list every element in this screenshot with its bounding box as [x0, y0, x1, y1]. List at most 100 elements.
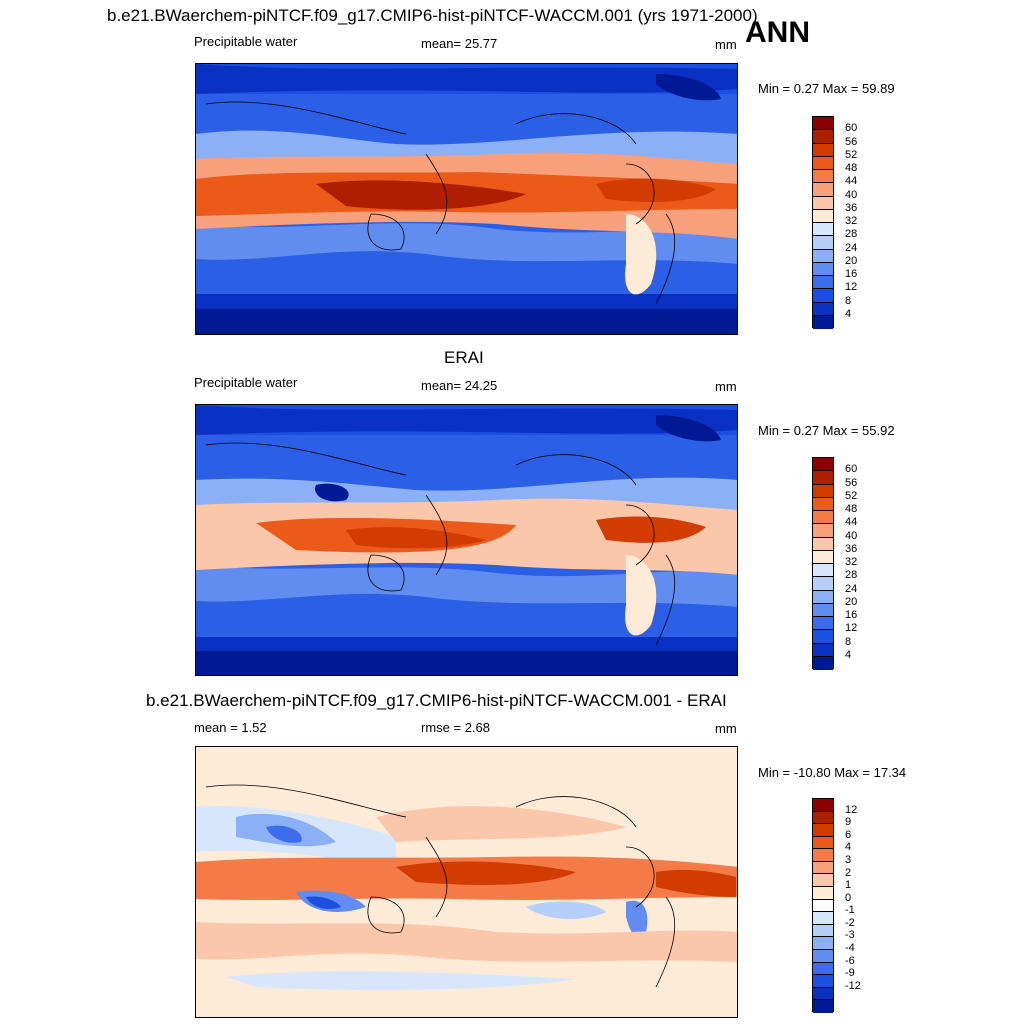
- colorbar-segment: [813, 849, 833, 862]
- colorbar-tick-label: 20: [845, 254, 858, 267]
- colorbar-segment: [813, 656, 833, 670]
- colorbar-segment: [813, 975, 833, 988]
- colorbar-tick-label: 48: [845, 162, 858, 174]
- colorbar-segment: [813, 899, 833, 913]
- panel2-minmax: Min = 0.27 Max = 55.92: [758, 423, 895, 438]
- colorbar-segment: [813, 603, 833, 617]
- colorbar-tick-label: 1: [845, 879, 852, 892]
- panel2-map: [195, 404, 738, 676]
- colorbar-segment: [813, 949, 833, 963]
- colorbar-tick-label: 24: [845, 582, 858, 595]
- panel1-variable-label: Precipitable water: [194, 34, 298, 49]
- colorbar-segment: [813, 577, 833, 591]
- panel1-colorbar: [812, 116, 834, 329]
- panel2-units: mm: [715, 379, 737, 394]
- colorbar-tick-label: -12: [845, 979, 861, 992]
- colorbar-segment: [813, 170, 833, 184]
- colorbar-tick-label: 3: [845, 853, 852, 866]
- colorbar-segment: [813, 962, 833, 976]
- colorbar-segment: [813, 630, 833, 644]
- panel3-colorbar: [812, 798, 834, 1013]
- colorbar-tick-label: -2: [845, 916, 855, 929]
- colorbar-segment: [813, 302, 833, 316]
- panel1-minmax: Min = 0.27 Max = 59.89: [758, 81, 895, 96]
- panel3-map: [195, 746, 738, 1018]
- colorbar-tick-label: 4: [845, 648, 852, 661]
- colorbar-segment: [813, 156, 833, 170]
- colorbar-tick-label: -6: [845, 954, 855, 967]
- panel1-map: [195, 63, 738, 335]
- colorbar-tick-label: 56: [845, 476, 858, 489]
- colorbar-segment: [813, 987, 833, 1001]
- panel2-variable-label: Precipitable water: [194, 375, 298, 390]
- colorbar-segment: [813, 458, 833, 472]
- panel3-units: mm: [715, 721, 737, 736]
- colorbar-tick-label: 24: [845, 241, 858, 254]
- colorbar-tick-label: 0: [845, 891, 852, 904]
- colorbar-tick-label: 8: [845, 635, 852, 648]
- colorbar-segment: [813, 315, 833, 329]
- colorbar-segment: [813, 643, 833, 657]
- season-label: ANN: [745, 16, 810, 49]
- colorbar-tick-label: 44: [845, 516, 858, 529]
- panel3-minmax: Min = -10.80 Max = 17.34: [758, 765, 907, 780]
- colorbar-tick-label: 28: [845, 228, 858, 241]
- colorbar-tick-label: 9: [845, 816, 852, 829]
- colorbar-tick-label: 56: [845, 135, 858, 148]
- colorbar-segment: [813, 617, 833, 631]
- colorbar-tick-label: 52: [845, 489, 858, 502]
- colorbar-segment: [813, 537, 833, 551]
- colorbar-segment: [813, 550, 833, 564]
- colorbar-segment: [813, 912, 833, 925]
- colorbar-segment: [813, 824, 833, 837]
- colorbar-tick-label: 32: [845, 556, 858, 568]
- colorbar-tick-label: 48: [845, 503, 858, 515]
- colorbar-tick-label: 60: [845, 122, 858, 135]
- colorbar-segment: [813, 117, 833, 131]
- colorbar-segment: [813, 511, 833, 525]
- colorbar-tick-label: 20: [845, 595, 858, 608]
- colorbar-tick-label: 2: [845, 866, 852, 879]
- colorbar-segment: [813, 209, 833, 223]
- colorbar-segment: [813, 564, 833, 578]
- colorbar-tick-label: -1: [845, 904, 855, 917]
- colorbar-tick-label: 6: [845, 828, 852, 841]
- colorbar-tick-label: -3: [845, 929, 855, 942]
- colorbar-segment: [813, 524, 833, 538]
- colorbar-tick-label: 4: [845, 841, 852, 854]
- colorbar-segment: [813, 249, 833, 263]
- colorbar-segment: [813, 196, 833, 210]
- colorbar-segment: [813, 143, 833, 157]
- colorbar-segment: [813, 183, 833, 197]
- colorbar-segment: [813, 799, 833, 812]
- colorbar-tick-label: 32: [845, 215, 858, 227]
- panel1-units: mm: [715, 37, 737, 52]
- colorbar-segment: [813, 130, 833, 144]
- colorbar-segment: [813, 836, 833, 850]
- colorbar-tick-label: 12: [845, 622, 858, 635]
- colorbar-tick-label: -4: [845, 942, 855, 955]
- panel1-mean-label: mean= 25.77: [421, 36, 498, 51]
- colorbar-tick-label: 16: [845, 609, 858, 621]
- colorbar-segment: [813, 484, 833, 498]
- panel1-title: b.e21.BWaerchem-piNTCF.f09_g17.CMIP6-his…: [107, 6, 758, 25]
- colorbar-tick-label: 60: [845, 463, 858, 476]
- colorbar-segment: [813, 276, 833, 290]
- colorbar-segment: [813, 497, 833, 511]
- panel2-mean-label: mean= 24.25: [421, 378, 498, 393]
- colorbar-tick-label: 36: [845, 201, 858, 214]
- colorbar-tick-label: -9: [845, 967, 855, 980]
- colorbar-segment: [813, 289, 833, 303]
- colorbar-tick-label: 4: [845, 307, 852, 320]
- colorbar-segment: [813, 861, 833, 875]
- panel3-title: b.e21.BWaerchem-piNTCF.f09_g17.CMIP6-his…: [146, 691, 727, 710]
- colorbar-segment: [813, 924, 833, 938]
- colorbar-segment: [813, 1000, 833, 1013]
- colorbar-segment: [813, 811, 833, 825]
- colorbar-segment: [813, 887, 833, 900]
- colorbar-tick-label: 44: [845, 175, 858, 188]
- colorbar-tick-label: 16: [845, 268, 858, 280]
- colorbar-segment: [813, 937, 833, 950]
- colorbar-tick-label: 28: [845, 569, 858, 582]
- colorbar-tick-label: 36: [845, 542, 858, 555]
